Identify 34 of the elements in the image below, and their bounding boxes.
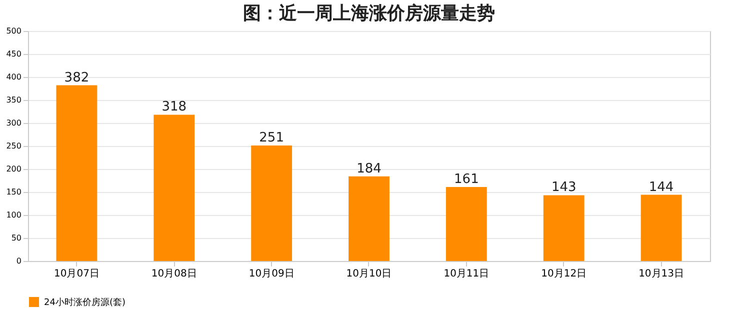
y-tick-label: 350 [6,96,22,104]
x-tick-label: 10月10日 [346,268,392,280]
data-label: 143 [551,180,576,196]
y-tick-label: 50 [11,234,22,242]
bar [56,85,98,261]
y-tick-label: 300 [6,118,22,128]
data-label: 318 [162,100,187,115]
x-tick-label: 10月12日 [541,268,587,280]
bar [446,186,487,261]
data-label: 144 [648,180,674,195]
bar [154,114,195,261]
y-tick-label: 200 [6,164,22,174]
bar [640,194,682,261]
x-tick-label: 10月07日 [54,268,100,280]
x-tick-label: 10月09日 [248,268,294,280]
y-tick-label: 250 [6,142,22,150]
data-label: 161 [454,172,479,187]
data-label: 382 [64,70,90,86]
chart-title: 图：近一周上海涨价房源量走势 [243,3,495,24]
y-tick-label: 500 [6,26,22,36]
y-tick-label: 450 [6,50,22,58]
data-label: 251 [259,130,284,146]
y-tick-label: 0 [16,256,22,266]
y-tick-label: 150 [6,188,22,196]
y-tick-label: 400 [6,72,22,82]
data-label: 184 [356,161,382,176]
bar [348,176,390,261]
bar [251,146,292,261]
x-tick-label: 10月13日 [638,268,684,280]
y-tick-label: 100 [6,210,22,220]
legend-label: 24小时涨价房源(套) [44,297,126,308]
x-tick-label: 10月11日 [444,268,490,280]
x-tick-label: 10月08日 [151,268,197,280]
bar [543,195,584,261]
